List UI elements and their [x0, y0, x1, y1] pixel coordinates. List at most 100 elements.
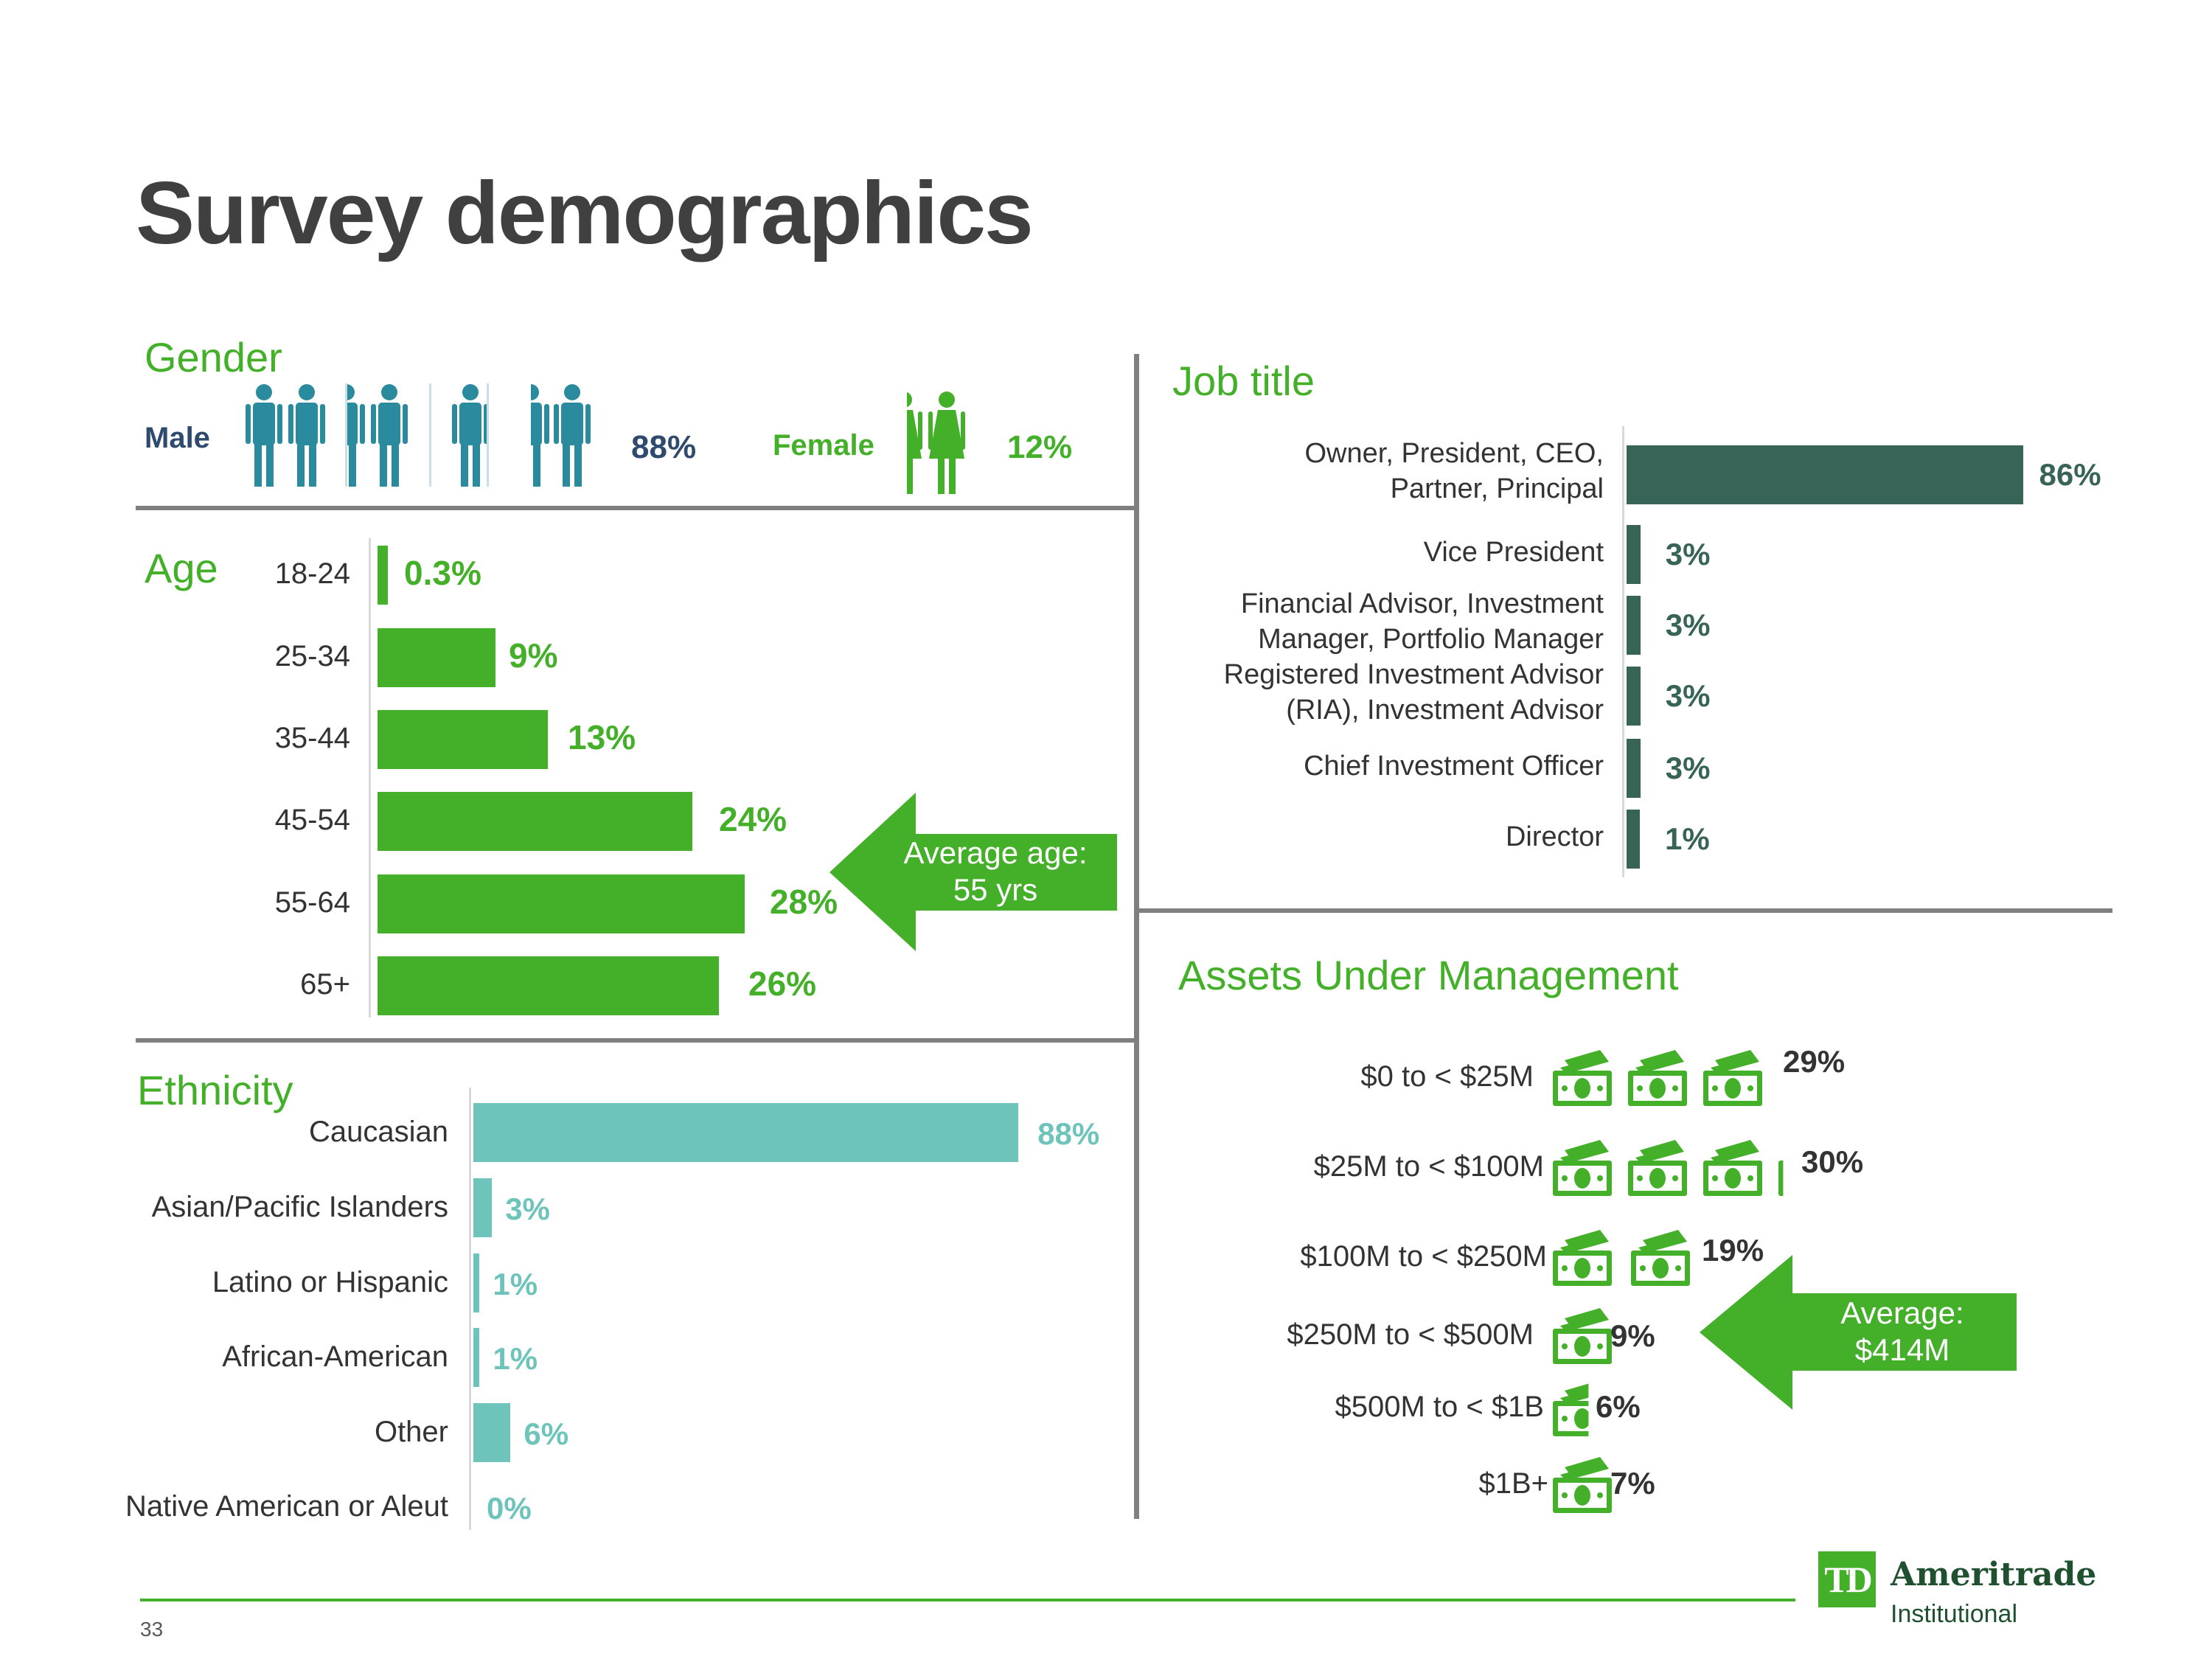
job-data-label: 3% [1665, 537, 1711, 571]
job-category-label: Owner, President, CEO, [1304, 438, 1604, 469]
ethnicity-bar [473, 1103, 1019, 1162]
ethnicity-category-label: Asian/Pacific Islanders [151, 1191, 448, 1223]
age-callout-line2: 55 yrs [953, 872, 1038, 907]
ethnicity-bar [473, 1328, 480, 1387]
aum-category-label: $25M to < $100M [1313, 1150, 1544, 1183]
td-logo: TD [1818, 1551, 1876, 1607]
person-male-icon [371, 384, 408, 487]
ethnicity-data-label: 88% [1037, 1116, 1100, 1151]
money-stack-icon [1553, 1050, 1612, 1106]
job-bar [1627, 445, 2023, 504]
job-data-label: 3% [1665, 678, 1711, 713]
footer-rule [140, 1599, 1795, 1601]
ethnicity-axis-line [469, 1088, 471, 1530]
age-category-label: 45-54 [274, 804, 350, 836]
aum-data-label: 7% [1610, 1466, 1655, 1500]
age-bar [378, 874, 745, 933]
job-category-label: Vice President [1423, 537, 1604, 568]
gender-heading: Gender [145, 334, 282, 380]
money-stack-icon [1631, 1230, 1690, 1286]
icon-separator [429, 383, 431, 487]
person-male-icon [554, 384, 591, 487]
money-stack-icon [1553, 1383, 1589, 1436]
money-stack-icon [1703, 1050, 1762, 1106]
aum-chart [0, 0, 1, 1]
job-category-label: Registered Investment Advisor [1223, 659, 1604, 690]
age-data-label: 0.3% [404, 554, 481, 592]
person-male-icon [347, 384, 365, 487]
age-data-label: 9% [509, 636, 558, 675]
aum-data-label: 30% [1801, 1144, 1864, 1179]
aum-data-label: 9% [1610, 1318, 1655, 1353]
ethnicity-data-label: 1% [493, 1341, 538, 1376]
job-bar [1627, 810, 1640, 869]
person-female-icon [928, 392, 965, 494]
aum-callout-arrow [1700, 1255, 2017, 1410]
aum-data-label: 6% [1596, 1389, 1641, 1424]
job-category-label: Financial Advisor, Investment [1240, 588, 1604, 619]
icon-separator [345, 383, 347, 487]
ethnicity-bar [473, 1403, 511, 1462]
age-category-label: 18-24 [274, 557, 350, 590]
ethnicity-data-label: 1% [493, 1267, 538, 1301]
age-callout-line1: Average age: [903, 835, 1088, 870]
aum-callout-line2: $414M [1854, 1332, 1950, 1367]
job-category-label: Chief Investment Officer [1304, 751, 1604, 782]
age-category-label: 35-44 [274, 722, 350, 754]
ethnicity-data-label: 6% [524, 1416, 569, 1451]
age-data-label: 13% [568, 718, 636, 757]
money-stack-icon [1553, 1457, 1612, 1513]
job-data-label: 86% [2039, 457, 2101, 492]
person-male-icon [531, 384, 549, 487]
age-data-label: 26% [748, 964, 817, 1003]
aum-category-label: $0 to < $25M [1360, 1060, 1534, 1093]
brand-sub: Institutional [1891, 1600, 2017, 1628]
ethnicity-heading: Ethnicity [137, 1067, 293, 1113]
money-stack-icon [1553, 1140, 1612, 1196]
job-axis-line [1622, 426, 1624, 877]
age-category-label: 65+ [300, 968, 350, 1001]
page-title: Survey demographics [136, 164, 1034, 262]
job-bar [1627, 525, 1641, 584]
aum-category-label: $100M to < $250M [1300, 1240, 1547, 1273]
age-bar [378, 956, 719, 1015]
aum-heading: Assets Under Management [1178, 952, 1679, 998]
job-data-label: 1% [1665, 821, 1710, 856]
ethnicity-category-label: African-American [222, 1340, 448, 1373]
ethnicity-category-label: Caucasian [308, 1116, 448, 1148]
money-stack-icon [1778, 1161, 1784, 1196]
female-icon-row [892, 391, 981, 494]
divider-gender-age [136, 506, 1137, 510]
age-callout-text: Average age: 55 yrs [885, 835, 1106, 908]
age-category-label: 25-34 [274, 640, 350, 672]
money-stack-icon [1553, 1230, 1612, 1286]
age-bar [378, 628, 496, 687]
icon-separator [487, 383, 489, 487]
money-stack-icon [1628, 1050, 1687, 1106]
ethnicity-bar [473, 1253, 480, 1312]
job-data-label: 3% [1665, 751, 1711, 785]
person-male-icon [288, 384, 325, 487]
divider-vertical [1134, 354, 1139, 1519]
aum-category-label: $500M to < $1B [1335, 1391, 1544, 1423]
job-bar [1627, 739, 1641, 798]
td-logo-mark: TD [1824, 1559, 1872, 1600]
job-category-label: Director [1505, 821, 1604, 852]
female-pct: 12% [1007, 429, 1073, 465]
money-stack-icon [1553, 1308, 1612, 1364]
aum-data-label: 19% [1702, 1233, 1764, 1267]
aum-callout-line1: Average: [1840, 1295, 1964, 1330]
male-icon-row [236, 383, 619, 494]
age-bar [378, 792, 693, 851]
ethnicity-data-label: 3% [505, 1192, 550, 1226]
divider-age-ethnicity [136, 1038, 1137, 1043]
age-category-label: 55-64 [274, 886, 350, 919]
ethnicity-category-label: Other [374, 1416, 448, 1448]
job-title-heading: Job title [1172, 358, 1315, 404]
age-data-label: 28% [770, 883, 838, 921]
aum-category-label: $250M to < $500M [1287, 1318, 1534, 1351]
job-bar [1627, 667, 1641, 726]
brand-name: Ameritrade [1891, 1556, 2097, 1593]
page-number: 33 [140, 1618, 164, 1641]
person-male-icon [452, 384, 489, 487]
